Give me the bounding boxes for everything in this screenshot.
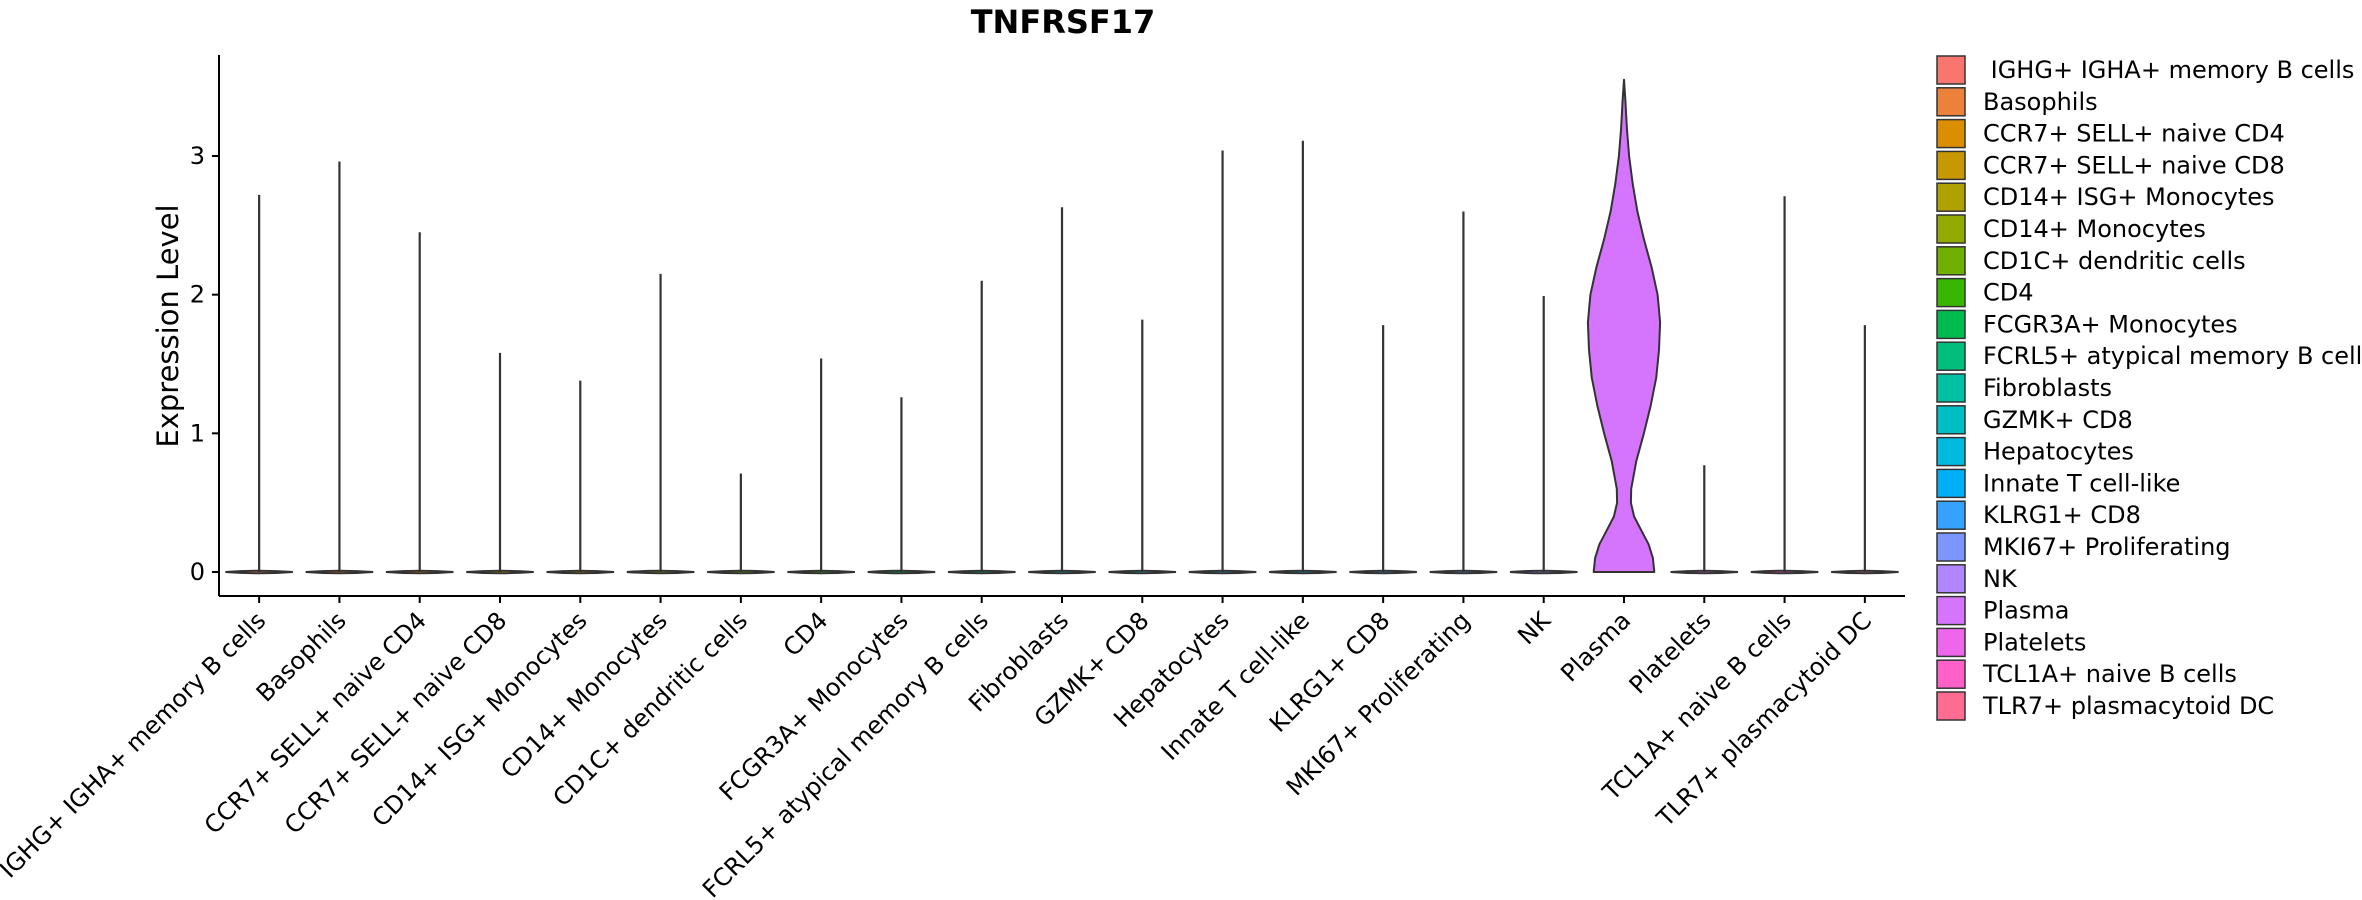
y-axis: 0 1 2 3 (190, 55, 220, 596)
x-tick-label: Innate T cell-like (1156, 606, 1315, 765)
legend-label: TCL1A+ naive B cells (1982, 660, 2237, 688)
y-tick-label: 3 (190, 142, 205, 170)
legend-label: CD1C+ dendritic cells (1983, 247, 2246, 275)
legend-label: Basophils (1983, 88, 2098, 116)
y-tick-label: 0 (190, 558, 205, 586)
legend-label: CD14+ ISG+ Monocytes (1983, 183, 2275, 211)
legend-swatch (1936, 150, 1966, 181)
x-tick-label: CD4 (778, 606, 834, 662)
legend-label: CCR7+ SELL+ naive CD4 (1983, 120, 2285, 148)
legend-swatch (1936, 309, 1966, 340)
legend-swatch (1936, 532, 1966, 562)
y-tick-label: 1 (190, 419, 205, 447)
x-tick-label: NK (1512, 606, 1557, 651)
legend-label: KLRG1+ CD8 (1983, 501, 2141, 529)
legend-label: CCR7+ SELL+ naive CD8 (1983, 151, 2285, 179)
y-axis-label: Expression Level (151, 204, 185, 447)
x-tick-label: FCRL5+ atypical memory B cells (697, 606, 994, 900)
legend-swatch (1936, 182, 1966, 212)
chart-title: TNFRSF17 (971, 3, 1156, 41)
legend-label: Platelets (1983, 628, 2086, 656)
legend-swatch (1936, 405, 1966, 435)
legend-swatch (1936, 659, 1966, 689)
legend-label: FCGR3A+ Monocytes (1983, 310, 2238, 338)
legend-swatch (1936, 373, 1966, 403)
legend: IGHG+ IGHA+ memory B cells Basophils CCR7+… (1936, 55, 2362, 721)
legend-swatch (1936, 277, 1966, 308)
legend-label: MKI67+ Proliferating (1983, 533, 2231, 561)
legend-label: Plasma (1983, 597, 2069, 625)
legend-swatch (1936, 87, 1966, 117)
legend-label: NK (1983, 565, 2018, 593)
violin-plasma (1586, 78, 1662, 573)
violins (225, 78, 1899, 575)
legend-swatch (1936, 627, 1966, 658)
legend-swatch (1936, 564, 1966, 594)
legend-label: Fibroblasts (1983, 374, 2112, 402)
legend-label: FCRL5+ atypical memory B cells (1983, 342, 2362, 370)
x-tick-label: IGHG+ IGHA+ memory B cells (0, 606, 271, 883)
legend-swatch (1936, 468, 1966, 499)
legend-swatch (1936, 436, 1966, 467)
legend-swatch (1936, 691, 1966, 721)
legend-swatch (1936, 595, 1966, 626)
legend-label: CD4 (1983, 279, 2034, 307)
legend-label: Hepatocytes (1983, 438, 2134, 466)
legend-swatch (1936, 341, 1966, 371)
legend-label: GZMK+ CD8 (1983, 406, 2133, 434)
x-axis: IGHG+ IGHA+ memory B cellsBasophilsCCR7+… (0, 595, 1905, 900)
x-tick-label: Plasma (1555, 606, 1636, 687)
legend-swatch (1936, 118, 1966, 149)
legend-label: Innate T cell-like (1983, 469, 2180, 497)
legend-label: TLR7+ plasmacytoid DC (1982, 692, 2274, 720)
legend-label: CD14+ Monocytes (1983, 215, 2206, 243)
legend-label: IGHG+ IGHA+ memory B cells (1983, 56, 2354, 84)
legend-swatch (1936, 214, 1966, 244)
legend-swatch (1936, 246, 1966, 276)
y-tick-label: 2 (190, 281, 205, 309)
legend-swatch (1936, 500, 1966, 530)
legend-swatch (1936, 55, 1966, 85)
